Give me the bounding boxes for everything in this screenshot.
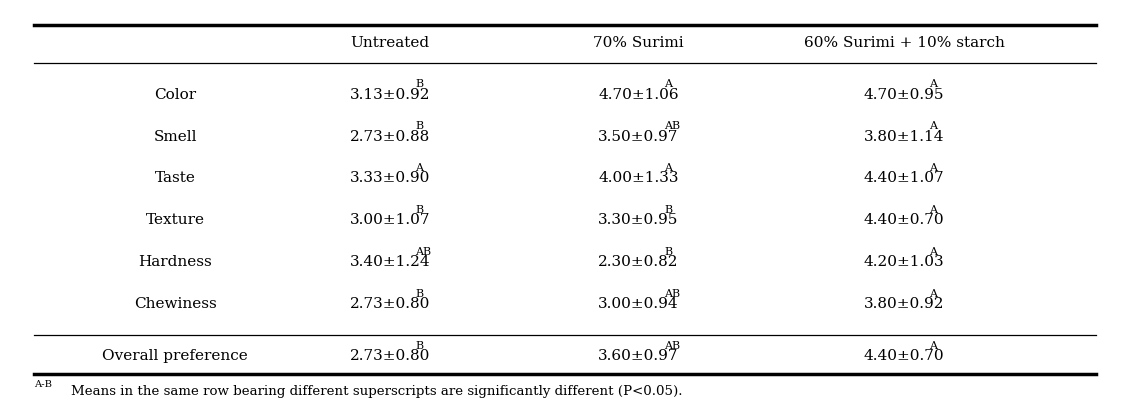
Text: 70% Surimi: 70% Surimi <box>593 36 684 50</box>
Text: B: B <box>664 247 672 257</box>
Text: A: A <box>930 289 938 299</box>
Text: 2.30±0.82: 2.30±0.82 <box>598 255 679 269</box>
Text: A: A <box>664 163 672 173</box>
Text: Texture: Texture <box>146 213 205 227</box>
Text: 4.70±0.95: 4.70±0.95 <box>863 88 945 101</box>
Text: A: A <box>664 79 672 89</box>
Text: 3.30±0.95: 3.30±0.95 <box>598 213 679 227</box>
Text: AB: AB <box>416 247 432 257</box>
Text: B: B <box>416 205 424 215</box>
Text: AB: AB <box>664 289 680 299</box>
Text: Color: Color <box>154 88 197 101</box>
Text: Hardness: Hardness <box>138 255 212 269</box>
Text: 4.40±0.70: 4.40±0.70 <box>863 213 945 227</box>
Text: 3.13±0.92: 3.13±0.92 <box>349 88 431 101</box>
Text: Smell: Smell <box>154 130 197 144</box>
Text: 2.73±0.80: 2.73±0.80 <box>349 349 431 363</box>
Text: A: A <box>930 163 938 173</box>
Text: 3.33±0.90: 3.33±0.90 <box>349 171 431 185</box>
Text: A: A <box>930 341 938 351</box>
Text: 3.60±0.97: 3.60±0.97 <box>598 349 679 363</box>
Text: 3.80±0.92: 3.80±0.92 <box>863 297 945 311</box>
Text: 2.73±0.80: 2.73±0.80 <box>349 297 431 311</box>
Text: A: A <box>930 205 938 215</box>
Text: 3.80±1.14: 3.80±1.14 <box>863 130 945 144</box>
Text: A: A <box>930 79 938 89</box>
Text: 4.00±1.33: 4.00±1.33 <box>598 171 679 185</box>
Text: B: B <box>416 341 424 351</box>
Text: A: A <box>930 247 938 257</box>
Text: 4.70±1.06: 4.70±1.06 <box>598 88 679 101</box>
Text: Taste: Taste <box>155 171 195 185</box>
Text: 3.00±0.94: 3.00±0.94 <box>598 297 679 311</box>
Text: 3.50±0.97: 3.50±0.97 <box>598 130 679 144</box>
Text: B: B <box>416 121 424 131</box>
Text: A: A <box>930 121 938 131</box>
Text: Means in the same row bearing different superscripts are significantly different: Means in the same row bearing different … <box>71 385 683 398</box>
Text: 60% Surimi + 10% starch: 60% Surimi + 10% starch <box>803 36 1005 50</box>
Text: Overall preference: Overall preference <box>103 349 247 363</box>
Text: 2.73±0.88: 2.73±0.88 <box>349 130 431 144</box>
Text: 4.40±1.07: 4.40±1.07 <box>863 171 945 185</box>
Text: 3.00±1.07: 3.00±1.07 <box>349 213 431 227</box>
Text: 3.40±1.24: 3.40±1.24 <box>349 255 431 269</box>
Text: A: A <box>416 163 424 173</box>
Text: Untreated: Untreated <box>350 36 429 50</box>
Text: B: B <box>416 289 424 299</box>
Text: AB: AB <box>664 341 680 351</box>
Text: A-B: A-B <box>34 380 52 389</box>
Text: 4.20±1.03: 4.20±1.03 <box>863 255 945 269</box>
Text: Chewiness: Chewiness <box>133 297 217 311</box>
Text: 4.40±0.70: 4.40±0.70 <box>863 349 945 363</box>
Text: B: B <box>664 205 672 215</box>
Text: B: B <box>416 79 424 89</box>
Text: AB: AB <box>664 121 680 131</box>
